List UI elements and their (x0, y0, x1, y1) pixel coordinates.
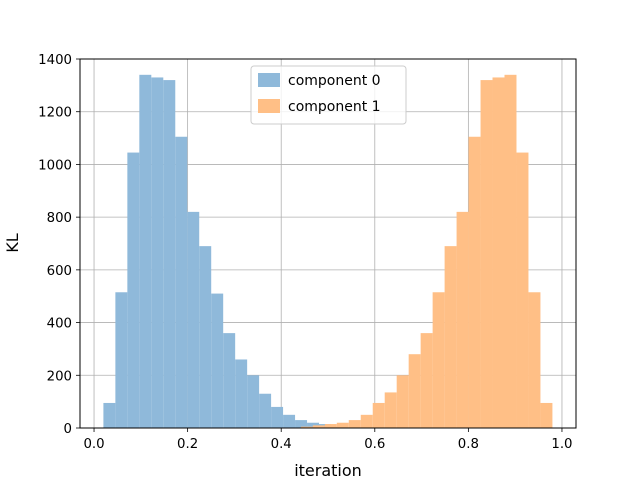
y-tick-label: 600 (47, 264, 72, 279)
bar-component-0 (151, 77, 164, 428)
bar-component-1 (480, 80, 493, 428)
bar-component-1 (312, 425, 325, 428)
x-tick-label: 1.0 (551, 437, 572, 452)
bar-component-0 (271, 406, 284, 428)
x-tick-label: 0.4 (271, 437, 292, 452)
bar-component-1 (540, 402, 553, 428)
bar-component-0 (115, 292, 128, 428)
x-tick-label: 0.2 (177, 437, 198, 452)
y-tick-label: 1200 (38, 106, 72, 121)
bar-component-0 (187, 211, 200, 428)
bar-component-0 (103, 402, 116, 428)
bar-component-0 (259, 393, 272, 428)
bar-component-0 (199, 246, 212, 428)
bar-component-1 (348, 420, 361, 428)
y-tick-label: 400 (47, 317, 72, 332)
bar-component-1 (456, 211, 469, 428)
bar-component-1 (336, 422, 349, 428)
bar-component-1 (372, 402, 385, 428)
legend-label-component-0: component 0 (288, 73, 381, 89)
plot-frame (79, 58, 577, 429)
legend-box (250, 65, 407, 125)
bars (103, 74, 553, 429)
bar-component-1 (492, 77, 505, 428)
bar-component-1 (468, 136, 481, 428)
legend-swatch-component-0 (258, 73, 280, 87)
y-tick-label: 200 (47, 369, 72, 384)
bar-component-1 (384, 392, 397, 428)
bar-component-0 (127, 152, 140, 428)
y-tick-label: 800 (47, 211, 72, 226)
bar-component-0 (223, 333, 236, 428)
bar-component-0 (175, 136, 188, 428)
bar-component-1 (444, 246, 457, 428)
bar-component-0 (163, 80, 176, 428)
bar-component-1 (360, 414, 373, 428)
bar-component-1 (504, 74, 517, 429)
bar-component-0 (139, 74, 152, 429)
y-tick-label: 1000 (38, 158, 72, 173)
x-tick-label: 0.8 (458, 437, 479, 452)
x-tick-label: 0.6 (364, 437, 385, 452)
y-tick-label: 0 (64, 422, 72, 437)
legend: component 0 component 1 (250, 65, 407, 125)
y-tick-label: 1400 (38, 53, 72, 68)
x-axis-title: iteration (294, 461, 362, 480)
legend-label-component-1: component 1 (288, 99, 381, 115)
bar-component-1 (420, 333, 433, 428)
bar-component-1 (528, 292, 541, 428)
bar-component-0 (247, 375, 260, 428)
bar-component-0 (283, 414, 296, 428)
x-tick-label: 0.0 (83, 437, 104, 452)
bar-component-0 (235, 359, 248, 428)
axis-ticks: 0.0 0.2 0.4 0.6 0.8 1.0 0 200 400 600 800 1000 1200 1… (38, 53, 572, 452)
legend-swatch-component-1 (258, 99, 280, 113)
bar-component-1 (408, 354, 421, 428)
bar-component-1 (516, 152, 529, 428)
y-axis-title: KL (3, 233, 22, 252)
bar-component-1 (396, 375, 409, 428)
bar-component-0 (211, 293, 224, 428)
bar-component-1 (324, 424, 337, 428)
bar-component-1 (432, 292, 445, 428)
bar-component-0 (295, 420, 308, 428)
bar-component-1 (300, 426, 313, 428)
